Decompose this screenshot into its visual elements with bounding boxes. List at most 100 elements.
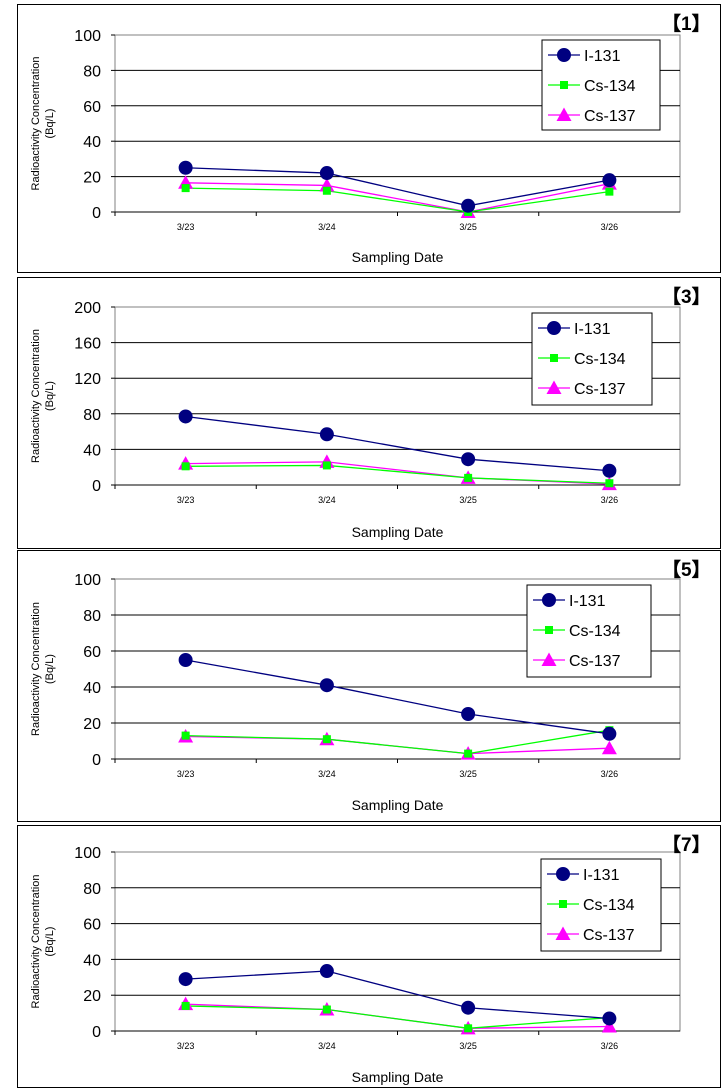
series-line-cs-134 xyxy=(185,1005,610,1029)
data-point-i-131 xyxy=(602,463,617,478)
x-tick-label: 3/26 xyxy=(601,222,619,232)
series-line-i-131 xyxy=(185,970,610,1020)
x-tick-label: 3/25 xyxy=(459,495,477,505)
chart-panel-4: 0 20 40 60 80 100 3/23 3/24 3/25 3/26 Sampling Dat… xyxy=(17,825,721,1088)
x-tick-label: 3/23 xyxy=(177,222,195,232)
data-point-i-131 xyxy=(461,452,476,467)
data-point-i-131 xyxy=(178,972,193,987)
y-tick-label: 120 xyxy=(74,371,101,388)
x-tick-label: 3/24 xyxy=(318,222,336,232)
data-point-i-131 xyxy=(461,198,476,213)
legend-label: Cs-134 xyxy=(583,897,635,914)
data-point-cs-134 xyxy=(322,186,331,195)
legend-marker xyxy=(547,321,561,335)
y-axis-unit-label: (Bq/L) xyxy=(44,109,56,139)
legend-marker xyxy=(555,926,571,940)
y-tick-label: 40 xyxy=(83,442,101,459)
data-point-i-131 xyxy=(178,409,193,424)
legend-label: Cs-137 xyxy=(584,108,636,125)
panel-label: 【3】 xyxy=(662,285,711,308)
legend-marker xyxy=(550,354,558,362)
y-tick-label: 0 xyxy=(92,478,101,495)
data-point-i-131 xyxy=(461,707,476,721)
data-point-cs-134 xyxy=(464,749,473,758)
data-point-i-131 xyxy=(319,678,334,693)
legend-label: I-131 xyxy=(574,321,611,338)
y-axis-label: Radioactivity Concentration xyxy=(30,57,42,191)
legend: I-131 Cs-134 Cs-137 xyxy=(540,858,662,952)
y-axis-label: Radioactivity Concentration xyxy=(30,602,42,736)
data-point-i-131 xyxy=(602,726,617,741)
y-tick-label: 0 xyxy=(92,752,101,769)
y-tick-label: 200 xyxy=(74,300,101,317)
x-tick-label: 3/25 xyxy=(459,1041,477,1051)
panel-label: 【5】 xyxy=(662,558,711,581)
data-point-cs-134 xyxy=(464,1024,473,1033)
y-tick-label: 0 xyxy=(92,1024,101,1041)
y-axis-label: Radioactivity Concentration xyxy=(30,329,42,463)
y-tick-label: 20 xyxy=(83,988,101,1005)
y-tick-label: 100 xyxy=(74,28,101,45)
chart-panel-1: 0 20 40 60 80 100 3/23 3/24 3/25 3/26 Sampling Dat… xyxy=(17,4,721,273)
data-point-i-131 xyxy=(319,427,334,442)
legend: I-131 Cs-134 Cs-137 xyxy=(526,584,652,678)
x-axis-label: Sampling Date xyxy=(352,524,444,540)
x-tick-label: 3/23 xyxy=(177,495,195,505)
y-axis-label: Radioactivity Concentration xyxy=(30,875,42,1009)
y-tick-label: 20 xyxy=(83,716,101,733)
data-point-cs-134 xyxy=(181,731,190,740)
chart-panel-3: 0 20 40 60 80 100 3/23 3/24 3/25 3/26 Sampling Dat… xyxy=(17,550,721,822)
series-line-cs-134 xyxy=(185,187,610,213)
x-tick-label: 3/25 xyxy=(459,769,477,779)
x-tick-label: 3/23 xyxy=(177,769,195,779)
legend-marker xyxy=(556,867,570,881)
y-tick-label: 160 xyxy=(74,336,101,353)
y-tick-label: 0 xyxy=(92,205,101,222)
legend-label: Cs-137 xyxy=(583,927,635,944)
legend-marker xyxy=(560,81,568,89)
legend-label: I-131 xyxy=(569,593,606,610)
series-line-cs-134 xyxy=(185,729,610,755)
y-axis-unit-label: (Bq/L) xyxy=(44,927,56,957)
x-tick-label: 3/26 xyxy=(601,1041,619,1051)
data-point-cs-134 xyxy=(181,462,190,471)
legend-label: Cs-134 xyxy=(584,78,636,95)
data-point-i-131 xyxy=(178,653,193,667)
x-tick-label: 3/25 xyxy=(459,222,477,232)
legend-label: Cs-134 xyxy=(569,623,621,640)
y-tick-label: 60 xyxy=(83,99,101,116)
legend-label: I-131 xyxy=(583,867,620,884)
x-axis-label: Sampling Date xyxy=(352,1069,444,1085)
data-point-cs-137 xyxy=(601,1019,617,1033)
legend-marker xyxy=(545,626,553,634)
data-point-i-131 xyxy=(461,1000,476,1015)
y-axis-unit-label: (Bq/L) xyxy=(44,381,56,411)
chart-panel-2: 0 40 80 120 160 200 3/23 3/24 3/25 3/26 Sampling D… xyxy=(17,277,721,549)
data-point-cs-134 xyxy=(605,479,614,488)
panel-label: 【1】 xyxy=(662,12,711,35)
data-point-cs-134 xyxy=(181,1001,190,1010)
x-tick-label: 3/26 xyxy=(601,769,619,779)
legend-marker xyxy=(541,652,557,666)
legend-label: Cs-137 xyxy=(574,381,626,398)
x-tick-label: 3/24 xyxy=(318,769,336,779)
y-tick-label: 40 xyxy=(83,952,101,969)
y-tick-label: 100 xyxy=(74,572,101,589)
x-tick-label: 3/23 xyxy=(177,1041,195,1051)
legend-marker xyxy=(559,900,567,908)
data-point-i-131 xyxy=(319,964,334,979)
legend-label: Cs-134 xyxy=(574,351,626,368)
legend-label: I-131 xyxy=(584,48,621,65)
series-line-i-131 xyxy=(185,415,610,472)
y-tick-label: 100 xyxy=(74,845,101,862)
y-tick-label: 60 xyxy=(83,917,101,934)
x-tick-label: 3/24 xyxy=(318,1041,336,1051)
series-line-cs-134 xyxy=(185,464,610,484)
y-tick-label: 80 xyxy=(83,608,101,625)
data-point-cs-134 xyxy=(181,184,190,193)
series-line-cs-137 xyxy=(185,182,610,213)
legend-marker xyxy=(556,107,572,121)
data-point-i-131 xyxy=(178,160,193,175)
legend-label: Cs-137 xyxy=(569,653,621,670)
